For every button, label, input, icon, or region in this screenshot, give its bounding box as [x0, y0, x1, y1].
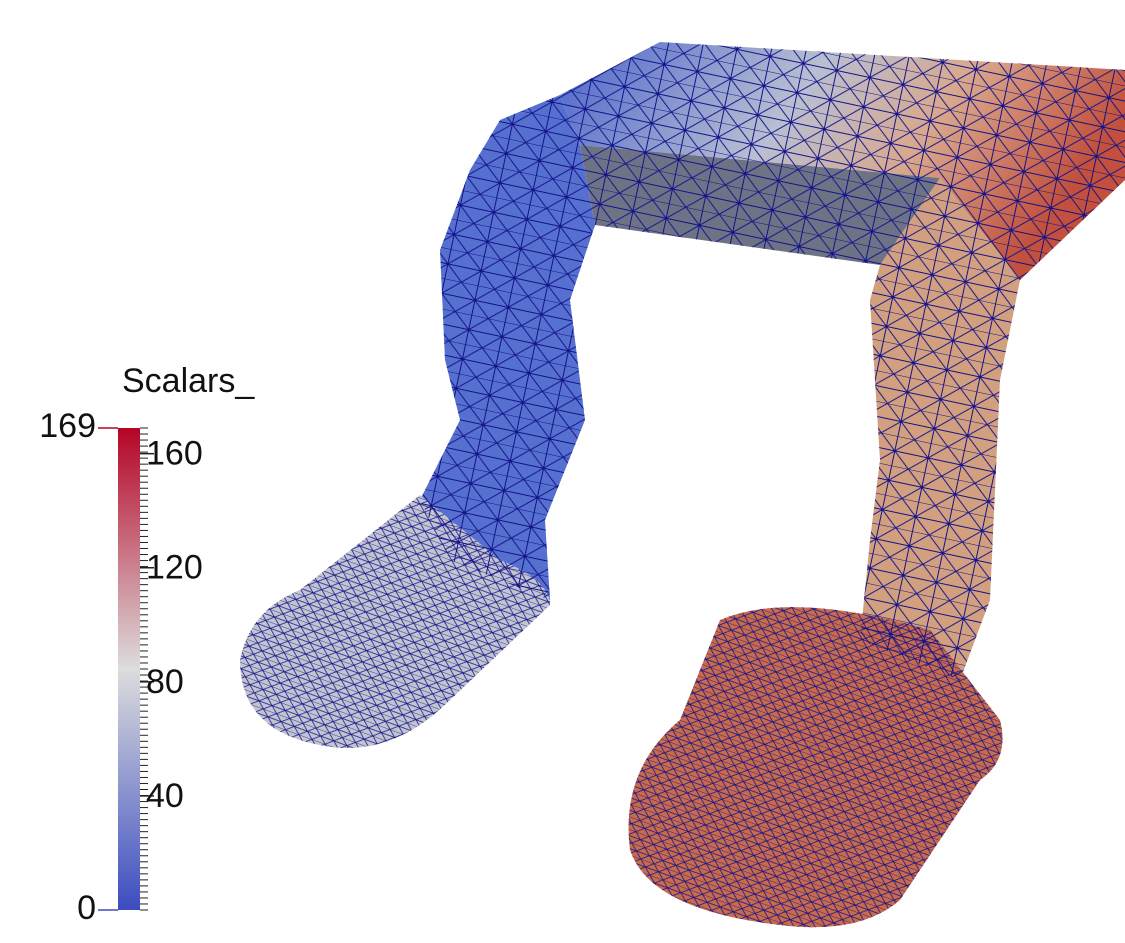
range-label: 0 — [77, 889, 96, 927]
tick-label: 80 — [146, 663, 184, 701]
page: Scalars_ 40801201600169 (() => { const d… — [0, 0, 1125, 943]
tick-label: 120 — [146, 549, 203, 587]
mesh-object — [240, 42, 1125, 927]
range-label: 169 — [39, 407, 96, 445]
colorbar — [118, 428, 140, 910]
tick-label: 40 — [146, 777, 184, 815]
colorbar-title: Scalars_ — [122, 362, 255, 400]
tick-label: 160 — [146, 435, 203, 473]
render-view: Scalars_ 40 80 120 160 0 169 — [0, 0, 1125, 943]
